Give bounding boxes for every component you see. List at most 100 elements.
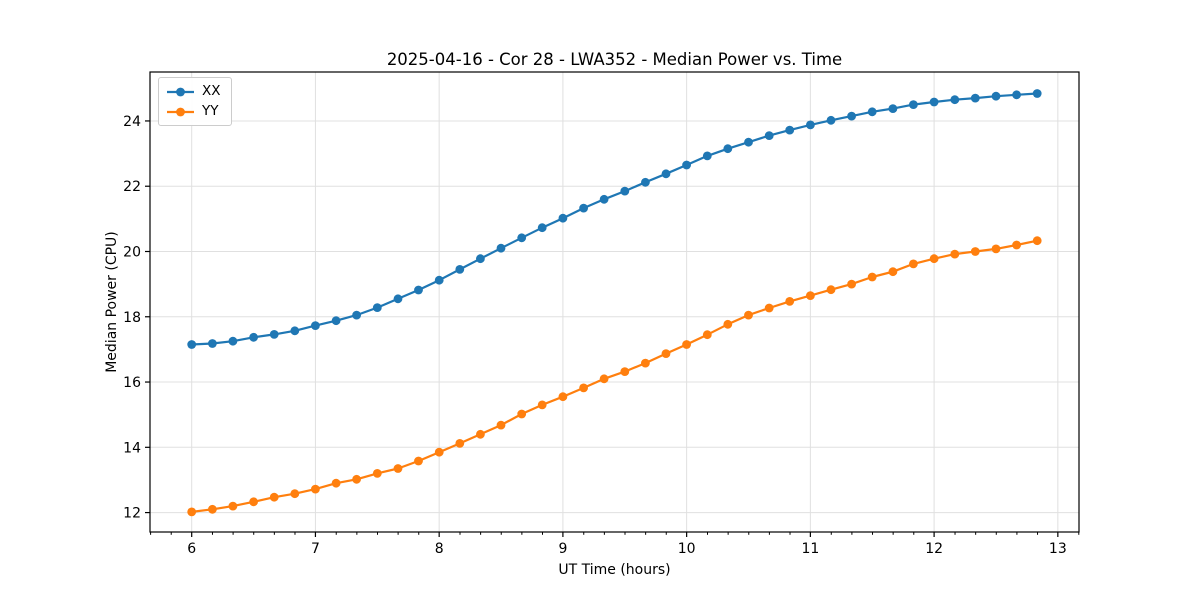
legend-marker-yy xyxy=(176,107,185,116)
data-point-yy xyxy=(496,420,506,430)
data-point-xx xyxy=(888,104,898,113)
data-point-xx xyxy=(476,254,485,264)
data-point-xx xyxy=(558,213,568,223)
x-tick-label: 11 xyxy=(801,541,819,557)
data-point-xx xyxy=(249,332,258,342)
legend-swatch-yy xyxy=(167,107,194,116)
data-point-yy xyxy=(455,439,465,448)
data-point-yy xyxy=(702,330,712,340)
data-point-yy xyxy=(909,259,918,269)
data-point-xx xyxy=(682,160,691,170)
chart-title: 2025-04-16 - Cor 28 - LWA352 - Median Po… xyxy=(386,50,843,69)
data-point-yy xyxy=(599,374,609,384)
data-point-yy xyxy=(290,489,300,499)
data-point-xx xyxy=(414,285,423,295)
data-point-xx xyxy=(496,243,506,253)
data-point-xx xyxy=(950,95,960,105)
legend-label-yy: YY xyxy=(202,102,219,119)
legend-box: XX YY xyxy=(158,77,232,126)
x-tick-label: 7 xyxy=(311,541,320,557)
data-point-yy xyxy=(744,310,753,320)
data-point-yy xyxy=(785,297,795,306)
data-point-yy xyxy=(950,249,960,259)
data-point-yy xyxy=(352,474,361,484)
data-point-xx xyxy=(847,111,856,121)
x-tick-label: 13 xyxy=(1049,541,1067,557)
legend-marker-xx xyxy=(176,87,185,96)
data-point-yy xyxy=(434,447,444,457)
data-point-yy xyxy=(867,272,877,282)
data-point-xx xyxy=(723,144,733,154)
data-point-yy xyxy=(414,456,423,466)
data-point-xx xyxy=(661,169,671,179)
y-axis-label: Median Power (CPU) xyxy=(104,231,120,373)
data-point-xx xyxy=(290,326,300,336)
data-point-yy xyxy=(1012,240,1021,250)
data-point-xx xyxy=(599,194,609,204)
data-point-yy xyxy=(249,497,258,507)
data-point-xx xyxy=(826,115,836,125)
data-point-yy xyxy=(991,244,1001,254)
data-point-xx xyxy=(331,316,341,326)
data-point-yy xyxy=(228,501,238,511)
y-tick-label: 16 xyxy=(123,375,141,391)
data-point-xx xyxy=(228,336,238,346)
axes-spines xyxy=(149,71,1080,533)
data-point-yy xyxy=(517,409,527,419)
data-point-yy xyxy=(537,400,547,410)
data-point-yy xyxy=(682,340,691,349)
data-point-xx xyxy=(311,321,320,330)
data-point-yy xyxy=(476,429,485,439)
x-tick-label: 8 xyxy=(435,541,444,557)
data-point-yy xyxy=(847,279,856,289)
data-point-yy xyxy=(269,492,279,502)
legend-entry-xx: XX xyxy=(167,83,221,100)
data-point-yy xyxy=(187,507,197,517)
y-tick-label: 18 xyxy=(123,310,141,326)
x-axis-label: UT Time (hours) xyxy=(558,562,671,578)
data-point-yy xyxy=(806,291,815,300)
data-point-xx xyxy=(1032,89,1042,98)
y-tick-label: 12 xyxy=(123,506,141,522)
y-tick-label: 20 xyxy=(123,244,141,260)
data-point-xx xyxy=(620,186,630,196)
legend-swatch-xx xyxy=(167,87,194,96)
data-point-xx xyxy=(1012,90,1021,100)
legend-entry-yy: YY xyxy=(167,103,221,120)
x-tick-label: 9 xyxy=(558,541,567,557)
data-point-yy xyxy=(888,267,898,277)
data-point-yy xyxy=(970,247,980,256)
data-point-yy xyxy=(208,504,217,514)
data-point-yy xyxy=(764,303,774,313)
data-point-yy xyxy=(661,349,671,358)
data-point-xx xyxy=(929,97,939,107)
data-point-xx xyxy=(208,339,217,348)
y-tick-label: 24 xyxy=(123,114,141,130)
data-point-yy xyxy=(826,285,836,295)
data-point-yy xyxy=(558,392,568,402)
data-point-xx xyxy=(537,223,547,233)
x-tick-label: 12 xyxy=(925,541,943,557)
data-point-xx xyxy=(991,91,1001,101)
data-point-xx xyxy=(372,303,382,312)
data-point-xx xyxy=(517,233,527,243)
data-point-yy xyxy=(620,367,630,376)
data-point-xx xyxy=(641,177,650,187)
data-point-xx xyxy=(393,294,403,304)
data-point-yy xyxy=(331,478,341,488)
data-point-xx xyxy=(187,340,197,349)
data-point-xx xyxy=(867,107,877,117)
x-tick-label: 6 xyxy=(187,541,196,557)
data-point-xx xyxy=(744,137,753,147)
data-point-yy xyxy=(393,464,403,473)
data-point-xx xyxy=(806,120,815,130)
data-point-xx xyxy=(269,330,279,339)
data-point-xx xyxy=(352,310,361,320)
data-point-xx xyxy=(764,131,774,141)
data-point-yy xyxy=(579,383,588,393)
data-point-yy xyxy=(1032,236,1042,246)
data-point-yy xyxy=(723,319,733,329)
data-point-yy xyxy=(311,484,320,494)
